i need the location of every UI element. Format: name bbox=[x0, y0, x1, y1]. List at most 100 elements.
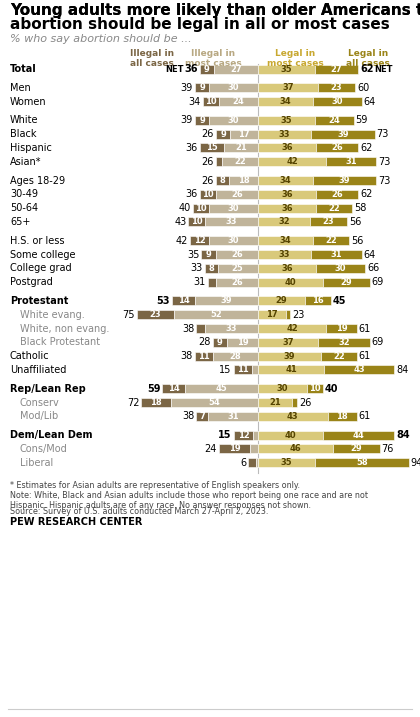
Text: 40: 40 bbox=[179, 203, 191, 213]
Bar bbox=[252, 366, 258, 374]
Text: 26: 26 bbox=[231, 277, 243, 287]
Bar bbox=[136, 310, 174, 319]
Bar bbox=[258, 65, 315, 74]
Text: 26: 26 bbox=[202, 176, 214, 186]
Text: 38: 38 bbox=[182, 323, 194, 333]
Text: 43: 43 bbox=[354, 366, 365, 374]
Bar bbox=[310, 217, 347, 227]
Text: 35: 35 bbox=[281, 65, 292, 74]
Bar bbox=[258, 83, 318, 92]
Text: Total: Total bbox=[10, 64, 37, 74]
Bar bbox=[258, 157, 326, 166]
Text: 65+: 65+ bbox=[10, 217, 30, 227]
Text: 24: 24 bbox=[205, 444, 217, 454]
Text: 52: 52 bbox=[210, 310, 222, 319]
Text: 28: 28 bbox=[229, 352, 241, 361]
Text: 9: 9 bbox=[204, 65, 210, 74]
Text: Illegal in
most cases: Illegal in most cases bbox=[185, 49, 242, 68]
Text: 38: 38 bbox=[181, 351, 193, 361]
Bar bbox=[224, 143, 258, 153]
Text: 40: 40 bbox=[285, 431, 296, 440]
Text: 41: 41 bbox=[285, 366, 297, 374]
Text: 36: 36 bbox=[184, 64, 198, 74]
Bar bbox=[313, 97, 362, 106]
Text: 29: 29 bbox=[341, 277, 352, 287]
Bar bbox=[227, 338, 258, 347]
Text: 14: 14 bbox=[168, 384, 180, 394]
Bar bbox=[218, 264, 258, 273]
Bar bbox=[312, 130, 375, 138]
Bar bbox=[258, 277, 323, 287]
Text: College grad: College grad bbox=[10, 263, 72, 273]
Text: 26: 26 bbox=[331, 190, 343, 199]
Bar bbox=[313, 176, 376, 185]
Text: abortion should be legal in all or most cases: abortion should be legal in all or most … bbox=[10, 17, 390, 32]
Text: 34: 34 bbox=[280, 237, 291, 245]
Bar bbox=[250, 445, 258, 453]
Bar bbox=[208, 277, 216, 287]
Bar bbox=[195, 352, 213, 361]
Text: 56: 56 bbox=[349, 217, 362, 227]
Bar bbox=[292, 398, 297, 407]
Bar bbox=[163, 384, 185, 394]
Text: 10: 10 bbox=[195, 204, 207, 213]
Text: 22: 22 bbox=[234, 157, 246, 166]
Text: 28: 28 bbox=[198, 338, 211, 348]
Bar bbox=[258, 190, 316, 199]
Text: 50-64: 50-64 bbox=[10, 203, 38, 213]
Bar bbox=[213, 338, 227, 347]
Bar bbox=[213, 352, 258, 361]
Text: Asian*: Asian* bbox=[10, 157, 42, 167]
Bar bbox=[205, 217, 258, 227]
Text: 31: 31 bbox=[227, 412, 239, 421]
Bar bbox=[316, 190, 358, 199]
Text: 73: 73 bbox=[378, 157, 391, 167]
Bar bbox=[258, 310, 286, 319]
Text: 30: 30 bbox=[228, 83, 239, 92]
Bar bbox=[234, 366, 252, 374]
Text: 14: 14 bbox=[178, 297, 189, 305]
Bar bbox=[323, 277, 370, 287]
Text: 17: 17 bbox=[239, 130, 250, 138]
Text: 24: 24 bbox=[328, 116, 340, 125]
Bar bbox=[316, 204, 352, 213]
Text: 15: 15 bbox=[206, 143, 218, 153]
Bar bbox=[318, 338, 370, 347]
Bar bbox=[222, 157, 258, 166]
Text: 24: 24 bbox=[233, 97, 244, 106]
Bar bbox=[258, 384, 307, 394]
Text: 9: 9 bbox=[220, 130, 226, 138]
Text: 30: 30 bbox=[228, 116, 239, 125]
Text: 66: 66 bbox=[367, 263, 379, 273]
Bar bbox=[258, 204, 316, 213]
Text: 23: 23 bbox=[292, 310, 305, 320]
Text: 30-49: 30-49 bbox=[10, 189, 38, 199]
Text: 30: 30 bbox=[228, 237, 239, 245]
Text: 32: 32 bbox=[278, 217, 290, 227]
Text: 9: 9 bbox=[206, 250, 211, 259]
Text: 27: 27 bbox=[230, 65, 242, 74]
Bar bbox=[258, 143, 316, 153]
Text: 6: 6 bbox=[240, 457, 246, 467]
Text: 59: 59 bbox=[147, 384, 160, 394]
Text: Some college: Some college bbox=[10, 250, 76, 260]
Text: Mod/Lib: Mod/Lib bbox=[20, 412, 58, 422]
Bar bbox=[258, 398, 292, 407]
Text: 23: 23 bbox=[323, 217, 334, 227]
Bar bbox=[195, 116, 210, 125]
Text: 42: 42 bbox=[286, 157, 298, 166]
Text: 60: 60 bbox=[357, 82, 370, 92]
Text: 7: 7 bbox=[199, 412, 205, 421]
Text: 31: 31 bbox=[345, 157, 357, 166]
Text: Protestant: Protestant bbox=[10, 296, 68, 306]
Bar bbox=[258, 217, 310, 227]
Text: 59: 59 bbox=[356, 115, 368, 125]
Bar bbox=[328, 412, 357, 421]
Text: 61: 61 bbox=[359, 323, 371, 333]
Bar bbox=[203, 97, 219, 106]
Text: 35: 35 bbox=[187, 250, 200, 260]
Text: 23: 23 bbox=[331, 83, 342, 92]
Bar bbox=[315, 65, 358, 74]
Text: 31: 31 bbox=[194, 277, 206, 288]
Text: 76: 76 bbox=[381, 444, 394, 454]
